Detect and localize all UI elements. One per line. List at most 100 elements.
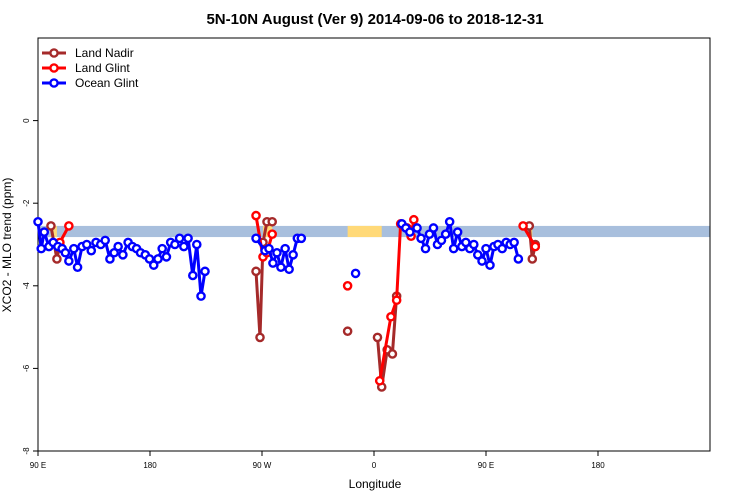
- ocean-glint-point: [296, 233, 307, 244]
- ocean-glint-point: [485, 260, 495, 270]
- x-tick-label-1: 180: [143, 461, 157, 470]
- ocean-glint-point: [157, 243, 167, 254]
- land-nadir-point: [251, 266, 261, 277]
- ocean-glint-point: [436, 235, 447, 246]
- y-tick-label-1: -2: [22, 199, 31, 207]
- ocean-glint-point: [416, 233, 426, 244]
- land-nadir-point: [46, 221, 56, 231]
- x-tick-label-4: 90 E: [478, 461, 494, 470]
- land-glint-point: [391, 295, 402, 306]
- ocean-glint-point: [100, 235, 110, 246]
- ocean-glint-point: [105, 254, 115, 264]
- ocean-glint-point: [36, 243, 47, 254]
- x-axis-label: Longitude: [349, 477, 402, 491]
- ocean-glint-point: [276, 262, 286, 273]
- ocean-glint-point: [513, 254, 524, 264]
- ocean-glint-point: [444, 216, 455, 227]
- ocean-glint-point: [251, 233, 261, 244]
- ocean-glint-point: [412, 223, 422, 233]
- land-glint-point: [386, 311, 396, 322]
- ocean-glint-point: [448, 243, 459, 254]
- ocean-glint-point: [188, 270, 198, 281]
- x-tick-label-3: 0: [372, 461, 377, 470]
- land-glint-point: [342, 280, 353, 291]
- land-band-1: [262, 225, 273, 238]
- y-tick-label-2: -4: [22, 282, 31, 290]
- ocean-glint-point: [288, 250, 298, 260]
- ocean-glint-point: [148, 260, 159, 270]
- ocean-glint-point: [33, 216, 43, 227]
- ocean-glint-point: [477, 256, 487, 266]
- land-glint-point: [251, 210, 261, 221]
- ocean-glint-point: [72, 262, 83, 273]
- ocean-glint-point: [452, 227, 463, 237]
- ocean-glint-point: [280, 243, 290, 254]
- ocean-glint-point: [81, 239, 92, 250]
- land-nadir-point: [372, 332, 383, 343]
- ocean-glint-point: [509, 237, 519, 248]
- ocean-glint-point: [69, 243, 79, 254]
- ocean-glint-point: [161, 252, 172, 262]
- ocean-glint-point: [440, 229, 451, 239]
- ocean-glint-point: [196, 291, 206, 301]
- ocean-glint-point: [481, 243, 491, 254]
- land-nadir-point: [387, 349, 398, 359]
- ocean-glint-point: [183, 233, 193, 244]
- land-nadir-point: [342, 326, 353, 337]
- land-glint-point: [267, 229, 278, 239]
- ocean-glint-point: [60, 247, 71, 258]
- land-nadir-point: [267, 216, 278, 227]
- chart-title: 5N-10N August (Ver 9) 2014-09-06 to 2018…: [206, 11, 543, 28]
- land-glint-point: [374, 375, 385, 386]
- land-band-0: [50, 225, 57, 238]
- land-glint-point: [518, 221, 528, 231]
- y-tick-label-0: 0: [22, 118, 31, 123]
- legend-label-land-glint: Land Glint: [75, 61, 130, 75]
- ocean-glint-point: [350, 268, 361, 279]
- ocean-glint-point: [113, 241, 123, 252]
- series-layer: [33, 210, 541, 392]
- land-glint-point: [530, 241, 541, 252]
- legend-marker-land-nadir: [49, 48, 59, 58]
- ocean-glint-point: [153, 254, 163, 264]
- y-axis-label: XCO2 - MLO trend (ppm): [0, 178, 14, 313]
- ocean-glint-point: [170, 239, 180, 250]
- ocean-glint-point: [469, 239, 479, 250]
- land-nadir-point: [52, 254, 62, 264]
- land-nadir-point: [255, 332, 265, 343]
- ocean-glint-point: [472, 250, 483, 260]
- series-ocean-glint: [33, 216, 524, 301]
- legend-marker-ocean-glint: [49, 78, 59, 88]
- ocean-glint-point: [118, 250, 128, 260]
- x-tick-label-5: 180: [591, 461, 605, 470]
- ocean-glint-point: [64, 256, 74, 266]
- ocean-glint-point: [420, 243, 431, 254]
- land-glint-point: [64, 221, 74, 231]
- ocean-glint-point: [268, 258, 278, 268]
- ocean-glint-point: [272, 247, 282, 258]
- ocean-glint-point: [144, 254, 155, 264]
- y-tick-label-4: -8: [22, 447, 31, 455]
- x-tick-label-0: 90 E: [30, 461, 46, 470]
- axis-ticks: 90 E 180 90 W 0 90 E 180 0 -2 -4 -6 -8: [22, 118, 605, 470]
- ocean-glint-point: [179, 241, 189, 252]
- legend-marker-land-glint: [49, 63, 59, 73]
- ocean-glint-point: [428, 223, 439, 233]
- ocean-glint-point: [191, 239, 202, 250]
- legend-label-ocean-glint: Ocean Glint: [75, 76, 139, 90]
- ocean-glint-point: [86, 245, 97, 256]
- landmask-band: [38, 225, 710, 238]
- ocean-glint-point: [200, 266, 210, 277]
- ocean-glint-point: [405, 227, 415, 237]
- ocean-glint-point: [264, 243, 274, 254]
- legend-label-land-nadir: Land Nadir: [75, 46, 134, 60]
- y-tick-label-3: -6: [22, 364, 31, 372]
- ocean-glint-point: [39, 227, 50, 237]
- x-tick-label-2: 90 W: [253, 461, 272, 470]
- land-nadir-point: [527, 254, 538, 264]
- land-band-2: [347, 225, 382, 238]
- land-glint-point: [409, 214, 419, 225]
